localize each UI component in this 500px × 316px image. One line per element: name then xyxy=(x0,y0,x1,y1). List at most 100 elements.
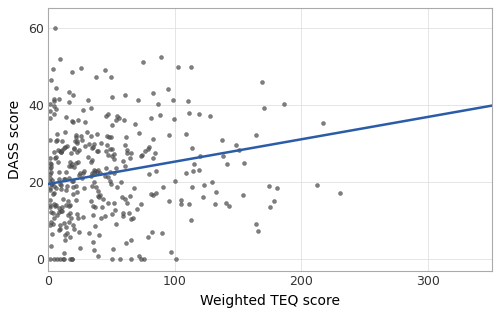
Point xyxy=(58,138,66,143)
Point xyxy=(86,105,94,110)
Point xyxy=(67,150,75,155)
Point xyxy=(46,116,54,121)
Point xyxy=(46,180,54,185)
Point xyxy=(54,213,62,218)
Point xyxy=(67,163,75,168)
Point xyxy=(260,106,268,111)
Point xyxy=(116,257,124,262)
Point xyxy=(182,131,190,136)
Point xyxy=(122,240,130,246)
Point xyxy=(66,257,74,262)
Point xyxy=(46,244,54,249)
Point xyxy=(234,147,242,152)
Point xyxy=(177,198,185,203)
Point xyxy=(56,149,64,154)
Point xyxy=(212,190,220,195)
Point xyxy=(144,147,152,152)
Point xyxy=(59,257,67,262)
Point xyxy=(94,253,102,258)
Point xyxy=(84,97,92,102)
Point xyxy=(72,135,80,140)
Point xyxy=(118,158,126,163)
Point xyxy=(50,191,58,196)
Point xyxy=(64,90,72,95)
Point xyxy=(65,100,73,105)
Point xyxy=(75,148,83,153)
Point xyxy=(58,204,66,210)
Point xyxy=(50,257,58,262)
Point xyxy=(189,168,197,173)
Point xyxy=(108,146,116,151)
Point xyxy=(121,197,129,202)
Point xyxy=(66,160,74,165)
Point xyxy=(54,210,62,215)
Point xyxy=(108,95,116,100)
Point xyxy=(72,197,80,202)
Point xyxy=(46,205,54,210)
Point xyxy=(75,229,83,234)
Point xyxy=(52,155,60,160)
Point xyxy=(96,233,104,238)
Point xyxy=(313,182,321,187)
Point xyxy=(57,208,65,213)
Point xyxy=(56,57,64,62)
Point xyxy=(52,257,60,262)
Point xyxy=(88,157,96,162)
Point xyxy=(133,206,141,211)
Point xyxy=(196,167,203,172)
Point xyxy=(206,113,214,118)
Point xyxy=(66,211,74,216)
Point xyxy=(50,104,58,109)
Point xyxy=(126,238,134,243)
Point xyxy=(58,209,66,214)
Point xyxy=(68,161,76,166)
Point xyxy=(92,169,100,174)
Point xyxy=(46,257,54,262)
Point xyxy=(50,96,58,101)
Point xyxy=(186,217,194,222)
Point xyxy=(239,193,247,198)
Point xyxy=(97,216,105,221)
Point xyxy=(52,203,60,208)
Point xyxy=(87,173,95,178)
Point xyxy=(90,180,98,185)
Point xyxy=(46,175,54,180)
Point xyxy=(70,146,78,151)
Point xyxy=(184,98,192,103)
Point xyxy=(112,166,120,171)
Point xyxy=(146,192,154,197)
Point xyxy=(101,213,109,218)
Point xyxy=(52,139,60,144)
Point xyxy=(157,54,165,59)
Point xyxy=(64,212,72,217)
Point xyxy=(177,201,185,206)
Point xyxy=(222,201,230,206)
Point xyxy=(73,149,81,155)
Point xyxy=(226,203,234,208)
Point xyxy=(96,192,104,198)
Point xyxy=(172,257,180,262)
Point xyxy=(266,184,274,189)
Point xyxy=(273,185,281,190)
Point xyxy=(46,203,54,208)
Point xyxy=(61,233,69,238)
Point xyxy=(87,160,95,165)
Point xyxy=(252,222,260,227)
Point xyxy=(62,177,70,182)
Point xyxy=(60,221,68,226)
Point xyxy=(70,164,78,169)
Point xyxy=(66,163,74,168)
Point xyxy=(71,139,79,144)
Point xyxy=(55,206,63,211)
Point xyxy=(54,170,62,175)
Point xyxy=(186,202,194,207)
Point xyxy=(70,146,78,151)
Point xyxy=(108,122,116,127)
Point xyxy=(54,159,62,164)
Point xyxy=(152,168,160,173)
Point xyxy=(76,245,84,250)
Point xyxy=(78,137,86,143)
Point xyxy=(46,187,54,192)
Point xyxy=(154,102,162,107)
Point xyxy=(68,178,76,183)
